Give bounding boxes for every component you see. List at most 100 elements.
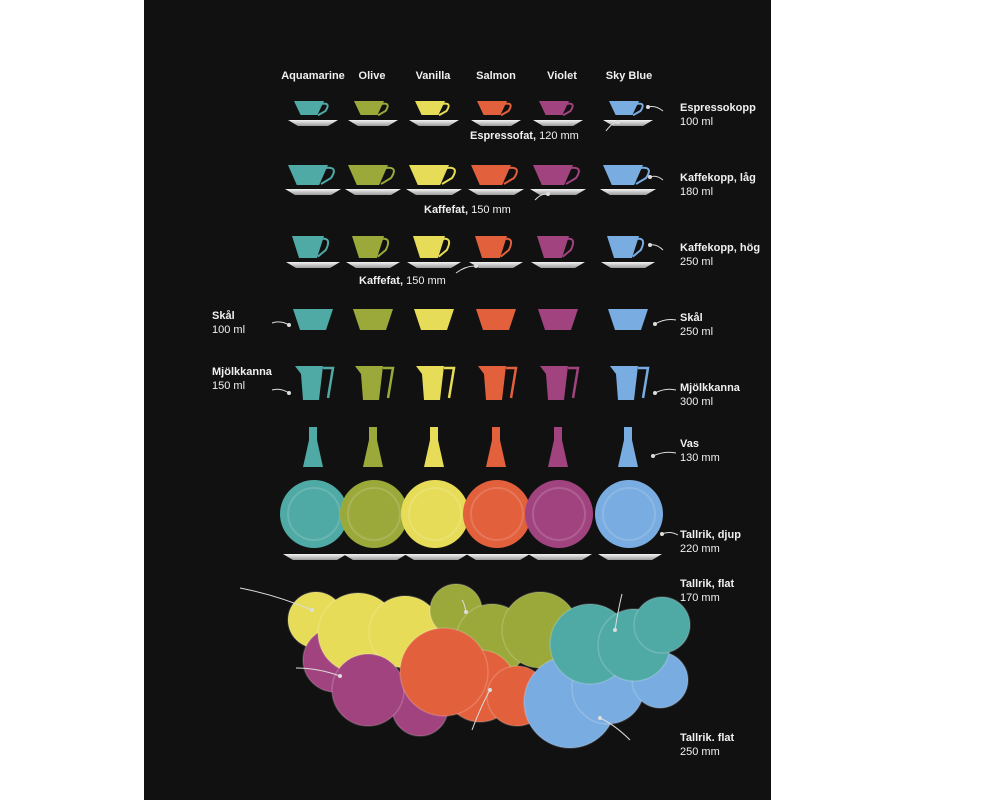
saucer [345,189,401,195]
cup-handle [317,102,329,117]
arrow [654,388,677,394]
flat-plate [331,653,405,727]
pitcher-handle [638,366,650,399]
bowl [476,309,516,330]
cup [415,101,445,115]
arrow [661,532,679,536]
arrow [647,106,664,112]
cup [413,236,445,258]
arrow-head [648,175,652,179]
color-header-aquamarine: Aquamarine [281,70,345,82]
saucer [409,120,459,126]
arrow [271,388,290,394]
cup [533,165,573,185]
deep-plate [463,480,531,548]
saucer [288,120,338,126]
cup [603,165,643,185]
label-vas: Vas 130 mm [680,438,720,464]
saucer [598,554,662,560]
arrow [239,587,313,611]
label-espressofat: Espressofat, 120 mm [470,130,579,142]
bowl [353,309,393,330]
arrow-head [310,608,314,612]
cup [352,236,384,258]
label-kaffefat-1: Kaffefat, 150 mm [424,204,511,216]
arrow-head [464,610,468,614]
arrow-head [648,243,652,247]
cup [539,101,569,115]
color-header-sky-blue: Sky Blue [605,70,653,82]
saucer [466,554,530,560]
arrow [271,321,290,326]
cup [477,101,507,115]
cup-handle [562,102,574,117]
saucer [283,554,347,560]
cup-handle [503,166,518,185]
vase [486,427,506,467]
arrow-head [338,674,342,678]
label-tallrik-djup: Tallrik, djup 220 mm [680,529,741,555]
saucer [286,262,340,268]
pitcher [610,366,638,400]
pitcher [416,366,444,400]
label-skal-large: Skål 250 ml [680,312,714,338]
cup [607,236,639,258]
cup-handle [320,166,335,185]
label-skal-small: Skål 100 ml [212,310,246,336]
arrow-head [474,264,478,268]
pitcher-handle [506,366,518,399]
pitcher-handle [568,366,580,399]
cup [292,236,324,258]
vase [424,427,444,467]
arrow [471,689,491,731]
deep-plate-rim [532,487,586,541]
cup [409,165,449,185]
cup [609,101,639,115]
arrow-head [598,716,602,720]
label-kaffekopp-hog: Kaffekopp, hög 250 ml [680,242,761,268]
saucer [348,120,398,126]
cup-handle [441,166,456,185]
vase [303,427,323,467]
saucer [603,120,653,126]
deep-plate [595,480,663,548]
label-espressokopp: Espressokopp 100 ml [680,102,756,128]
saucer [531,262,585,268]
color-header-olive: Olive [358,70,386,82]
cup-handle [380,166,395,185]
saucer [469,262,523,268]
cup-handle [632,102,644,117]
label-tallrik-flat-170: Tallrik, flat 170 mm [680,578,735,604]
arrow-head [287,323,291,327]
pitcher-handle [444,366,456,399]
arrow-head [646,105,650,109]
pitcher [540,366,568,400]
arrow-head [613,628,617,632]
bowl [293,309,333,330]
arrow-head [653,391,657,395]
flat-plate [633,596,691,654]
cup [475,236,507,258]
cup [288,165,328,185]
arrow-head [651,454,655,458]
deep-plate-rim [408,487,462,541]
arrow [652,451,677,457]
cup-handle [635,166,650,185]
deep-plate-rim [470,487,524,541]
arrow [649,244,664,251]
label-kaffefat-2: Kaffefat, 150 mm [359,275,446,287]
vase [618,427,638,467]
label-mjolkkanna-small: Mjölkkanna 150 ml [212,366,272,392]
pitcher [478,366,506,400]
saucer [528,554,592,560]
cup-handle [565,166,580,185]
label-tallrik-flat-250: Tallrik. flat 250 mm [680,732,735,758]
arrow-head [660,532,664,536]
saucer [407,262,461,268]
saucer [601,262,655,268]
cup-handle [438,102,450,117]
pitcher-handle [323,366,335,399]
color-header-violet: Violet [547,70,577,82]
color-header-salmon: Salmon [476,70,516,82]
